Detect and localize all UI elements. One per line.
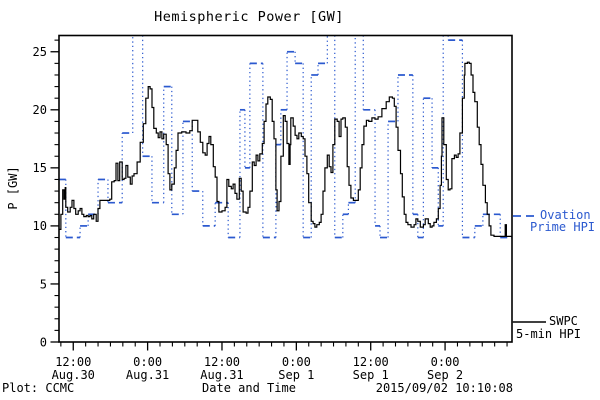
y-axis-ticks: 0 5 10 15 20 25	[33, 39, 59, 349]
y-tick-label: 25	[33, 45, 47, 59]
x-axis-ticks: 12:00Aug.300:00Aug.3112:00Aug.310:00Sep …	[52, 342, 508, 382]
x-tick-time: 12:00	[55, 355, 91, 369]
legend-swpc-line2: 5-min HPI	[516, 327, 582, 341]
x-tick-time: 0:00	[133, 355, 162, 369]
y-tick-label: 5	[40, 277, 47, 291]
y-tick-label: 20	[33, 103, 47, 117]
x-tick-time: 12:00	[204, 355, 240, 369]
y-axis-title: P [GW]	[6, 166, 20, 210]
x-tick-date: Sep 1	[278, 368, 314, 382]
x-tick-time: 0:00	[431, 355, 460, 369]
x-tick-date: Sep 2	[427, 368, 463, 382]
y-tick-label: 0	[40, 335, 47, 349]
chart-title: Hemispheric Power [GW]	[154, 9, 344, 25]
legend-ovation-line1: Ovation	[540, 208, 591, 222]
y-tick-label: 15	[33, 161, 47, 175]
x-tick-date: Aug.30	[52, 368, 95, 382]
y-tick-label: 10	[33, 219, 47, 233]
x-tick-date: Aug.31	[200, 368, 243, 382]
legend-swpc-line1: SWPC	[549, 314, 578, 328]
x-tick-time: 0:00	[282, 355, 311, 369]
legend-ovation-line2: Prime HPI	[530, 220, 596, 234]
x-tick-time: 12:00	[353, 355, 389, 369]
legend-markers	[512, 215, 546, 323]
plot-frame	[58, 34, 513, 343]
x-axis-title: Date and Time	[202, 381, 296, 395]
footer-timestamp: 2015/09/02 10:10:08	[375, 381, 513, 395]
x-tick-date: Sep 1	[353, 368, 389, 382]
footer-plot-source: Plot: CCMC	[2, 381, 75, 395]
swpc-series	[59, 61, 512, 237]
x-tick-date: Aug.31	[126, 368, 169, 382]
